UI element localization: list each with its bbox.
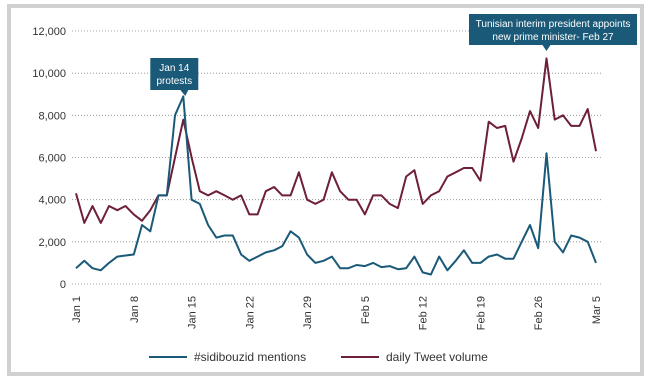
x-tick-label: Jan 29	[302, 296, 314, 329]
annotation-feb27: Tunisian interim president appoints new p…	[469, 14, 637, 51]
x-tick-label: Jan 15	[187, 296, 199, 329]
legend-label: daily Tweet volume	[386, 350, 488, 364]
x-tick-label: Feb 5	[360, 296, 372, 324]
x-tick-label: Jan 8	[129, 296, 141, 323]
y-tick-label: 12,000	[32, 26, 66, 38]
x-tick-label: Feb 19	[475, 296, 487, 330]
annotation-jan14: Jan 14 protests	[150, 58, 199, 96]
series-lines	[75, 57, 597, 276]
legend-tweet-volume: daily Tweet volume	[341, 350, 488, 364]
x-tick-label: Feb 12	[418, 296, 430, 330]
x-tick-label: Jan 22	[244, 296, 256, 329]
x-axis-ticks: Jan 1 Jan 8 Jan 15 Jan 22 Jan 29 Feb 5 Feb 12 F…	[71, 296, 603, 330]
y-tick-label: 6,000	[38, 153, 66, 165]
y-tick-label: 0	[60, 279, 66, 291]
legend: #sidibouzid mentions daily Tweet volume	[149, 350, 488, 364]
y-tick-label: 10,000	[32, 68, 66, 80]
y-tick-label: 8,000	[38, 110, 66, 122]
annotation-pointer	[542, 45, 551, 51]
annotations: Jan 14 protests Tunisian interim president…	[150, 14, 637, 96]
annotation-text: new prime minister- Feb 27	[492, 32, 614, 43]
annotation-text: Jan 14	[159, 63, 189, 74]
x-tick-label: Mar 5	[591, 296, 603, 324]
y-tick-label: 4,000	[38, 195, 66, 207]
x-tick-label: Feb 26	[533, 296, 545, 330]
y-tick-label: 2,000	[38, 237, 66, 249]
annotation-pointer	[180, 90, 189, 96]
legend-label: #sidibouzid mentions	[194, 350, 306, 364]
x-tick-label: Jan 1	[71, 296, 83, 323]
sidibouzid-mentions-line	[75, 95, 597, 276]
annotation-text: Tunisian interim president appoints	[476, 19, 631, 30]
annotation-text: protests	[157, 76, 193, 87]
annotation-box	[150, 58, 199, 90]
annotation-box	[469, 14, 637, 45]
legend-sidibouzid-mentions: #sidibouzid mentions	[149, 350, 306, 364]
y-axis-ticks: 0 2,000 4,000 6,000 8,000 10,000 12,000	[32, 26, 66, 291]
